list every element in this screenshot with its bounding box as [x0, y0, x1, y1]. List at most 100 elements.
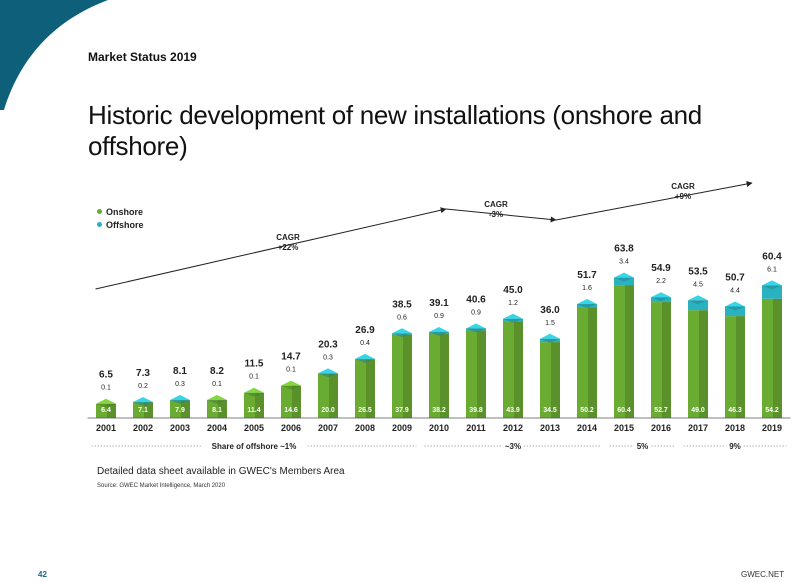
bar-onshore-side-2011 — [477, 330, 486, 418]
year-label-2003: 2003 — [170, 423, 190, 433]
bar-cap-2016 — [651, 292, 671, 298]
bar-cap-2015 — [614, 272, 634, 278]
bar-cap-2009 — [392, 328, 412, 334]
bar-cap-shade-2005 — [244, 392, 264, 397]
total-value-2017: 53.5 — [688, 266, 708, 277]
bar-cap-2005 — [244, 387, 264, 393]
onshore-value-2009: 37.9 — [395, 407, 409, 414]
year-label-2019: 2019 — [762, 423, 782, 433]
bar-onshore-side-2004 — [218, 400, 227, 418]
total-value-2010: 39.1 — [429, 298, 449, 309]
bar-cap-shade-2001 — [96, 403, 116, 408]
year-label-2005: 2005 — [244, 423, 264, 433]
offshore-value-2006: 0.1 — [286, 367, 296, 374]
bar-cap-2001 — [96, 398, 116, 404]
bar-onshore-side-2009 — [403, 334, 412, 418]
offshore-value-2002: 0.2 — [138, 383, 148, 390]
onshore-value-2019: 54.2 — [765, 407, 779, 414]
bar-onshore-side-2017 — [699, 310, 708, 418]
bar-cap-shade-2008 — [355, 358, 375, 363]
onshore-value-2016: 52.7 — [654, 407, 668, 414]
cagr-label-2: CAGR — [671, 182, 695, 191]
onshore-value-2013: 34.5 — [543, 407, 557, 414]
total-value-2012: 45.0 — [503, 285, 523, 296]
bar-cap-2019 — [762, 280, 782, 286]
onshore-value-2012: 43.9 — [506, 407, 520, 414]
bar-cap-2004 — [207, 394, 227, 400]
bar-onshore-side-2003 — [181, 400, 190, 418]
bar-onshore-side-2018 — [736, 316, 745, 418]
total-value-2003: 8.1 — [173, 366, 187, 377]
bar-onshore-side-2001 — [107, 403, 116, 418]
year-label-2001: 2001 — [96, 423, 116, 433]
total-value-2014: 51.7 — [577, 270, 597, 281]
cagr-arrow-0 — [95, 207, 447, 290]
bar-cap-2010 — [429, 326, 449, 332]
bar-cap-shade-2019 — [762, 285, 782, 290]
total-value-2006: 14.7 — [281, 352, 301, 363]
offshore-value-2003: 0.3 — [175, 381, 185, 388]
bar-cap-2011 — [466, 323, 486, 329]
bar-cap-2013 — [540, 333, 560, 339]
bar-onshore-side-2016 — [662, 302, 671, 418]
bar-cap-2007 — [318, 368, 338, 374]
year-label-2009: 2009 — [392, 423, 412, 433]
bar-onshore-side-2013 — [551, 342, 560, 418]
total-value-2002: 7.3 — [136, 368, 150, 379]
bar-cap-2017 — [688, 295, 708, 301]
bar-onshore-side-2010 — [440, 333, 449, 418]
offshore-value-2018: 4.4 — [730, 287, 740, 294]
year-label-2010: 2010 — [429, 423, 449, 433]
bar-offshore-2017 — [688, 300, 708, 311]
total-value-2013: 36.0 — [540, 305, 560, 316]
onshore-value-2014: 50.2 — [580, 407, 594, 414]
year-label-2002: 2002 — [133, 423, 153, 433]
bar-cap-shade-2010 — [429, 331, 449, 336]
bar-cap-2003 — [170, 394, 190, 400]
bar-cap-shade-2013 — [540, 338, 560, 343]
onshore-value-2001: 6.4 — [101, 407, 111, 414]
share-label-2: 5% — [637, 442, 649, 451]
cagr-arrow-2 — [555, 181, 753, 221]
bar-cap-shade-2016 — [651, 297, 671, 302]
cagr-label-1: CAGR — [484, 200, 508, 209]
share-label-3: 9% — [729, 442, 741, 451]
bar-cap-shade-2006 — [281, 385, 301, 390]
bar-cap-2014 — [577, 299, 597, 305]
offshore-value-2017: 4.5 — [693, 281, 703, 288]
corner-decoration — [0, 0, 108, 110]
bar-onshore-side-2012 — [514, 321, 523, 418]
bar-cap-2018 — [725, 301, 745, 307]
bar-cap-shade-2012 — [503, 318, 523, 323]
year-label-2008: 2008 — [355, 423, 375, 433]
share-label-bg-0 — [201, 440, 307, 451]
offshore-value-2012: 1.2 — [508, 300, 518, 307]
legend-item-offshore: Offshore — [97, 218, 144, 231]
bar-cap-2006 — [281, 380, 301, 386]
offshore-value-2013: 1.5 — [545, 320, 555, 327]
offshore-value-2011: 0.9 — [471, 309, 481, 316]
chart-legend: Onshore Offshore — [97, 205, 144, 231]
bar-cap-shade-2004 — [207, 399, 227, 404]
bar-cap-shade-2014 — [577, 304, 597, 309]
year-label-2014: 2014 — [577, 423, 597, 433]
bar-cap-shade-2003 — [170, 399, 190, 404]
bar-offshore-2018 — [725, 306, 745, 317]
cagr-label-0: CAGR — [276, 233, 300, 242]
bar-onshore-side-2015 — [625, 285, 634, 418]
bar-onshore-side-2005 — [255, 392, 264, 418]
year-label-2016: 2016 — [651, 423, 671, 433]
cagr-value-1: -3% — [489, 210, 503, 219]
offshore-value-2009: 0.6 — [397, 314, 407, 321]
total-value-2016: 54.9 — [651, 263, 671, 274]
offshore-value-2005: 0.1 — [249, 374, 259, 381]
total-value-2015: 63.8 — [614, 244, 634, 255]
onshore-value-2002: 7.1 — [138, 407, 148, 414]
total-value-2018: 50.7 — [725, 272, 745, 283]
year-label-2006: 2006 — [281, 423, 301, 433]
total-value-2004: 8.2 — [210, 366, 224, 377]
offshore-value-2015: 3.4 — [619, 259, 629, 266]
bar-cap-shade-2018 — [725, 306, 745, 311]
cagr-value-2: +9% — [675, 192, 691, 201]
offshore-value-2016: 2.2 — [656, 278, 666, 285]
